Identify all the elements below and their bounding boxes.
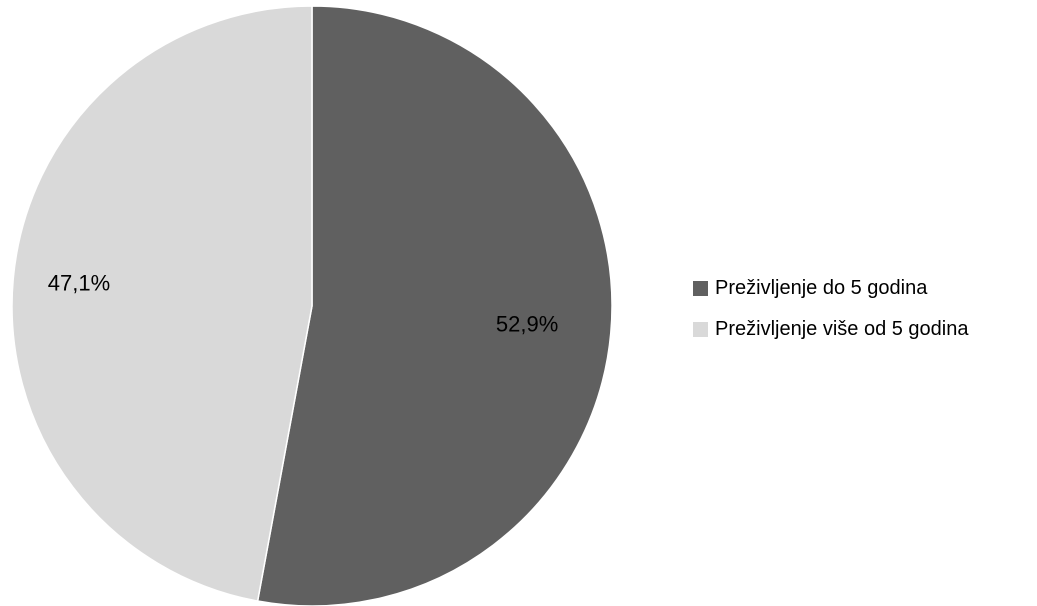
data-label-survival-over-5-years: 47,1% <box>48 271 110 296</box>
legend-label-survival-over-5-years: Preživljenje više od 5 godina <box>715 317 969 340</box>
pie-slices <box>11 5 613 606</box>
pie-slice-survival-up-to-5-years <box>256 5 613 606</box>
legend-swatch-survival-up-to-5-years <box>693 280 708 296</box>
legend: Preživljenje do 5 godina Preživljenje vi… <box>693 274 969 356</box>
legend-label-survival-up-to-5-years: Preživljenje do 5 godina <box>715 276 928 299</box>
legend-item-survival-up-to-5-years: Preživljenje do 5 godina <box>693 274 969 302</box>
data-label-survival-up-to-5-years: 52,9% <box>496 311 558 336</box>
legend-item-survival-over-5-years: Preživljenje više od 5 godina <box>693 315 969 343</box>
pie-slice-survival-over-5-years <box>11 5 313 602</box>
legend-swatch-survival-over-5-years <box>693 321 708 337</box>
pie-data-labels: 52,9% 47,1% <box>48 271 559 337</box>
